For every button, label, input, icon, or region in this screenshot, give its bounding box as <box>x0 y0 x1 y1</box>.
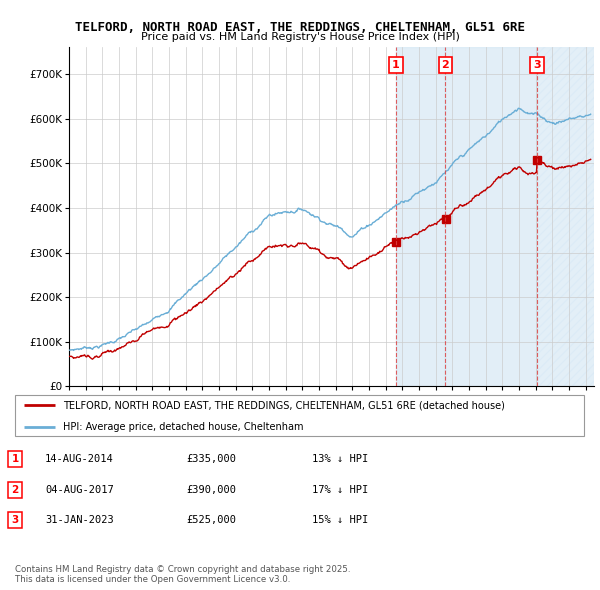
Text: TELFORD, NORTH ROAD EAST, THE REDDINGS, CHELTENHAM, GL51 6RE: TELFORD, NORTH ROAD EAST, THE REDDINGS, … <box>75 21 525 34</box>
Text: 31-JAN-2023: 31-JAN-2023 <box>45 516 114 525</box>
Text: £390,000: £390,000 <box>186 485 236 494</box>
Text: 3: 3 <box>11 516 19 525</box>
Text: 1: 1 <box>11 454 19 464</box>
Bar <box>445 47 537 386</box>
Text: 3: 3 <box>533 60 541 70</box>
Text: Contains HM Land Registry data © Crown copyright and database right 2025.
This d: Contains HM Land Registry data © Crown c… <box>15 565 350 584</box>
Text: 17% ↓ HPI: 17% ↓ HPI <box>312 485 368 494</box>
Text: £525,000: £525,000 <box>186 516 236 525</box>
Text: 04-AUG-2017: 04-AUG-2017 <box>45 485 114 494</box>
FancyBboxPatch shape <box>15 395 584 437</box>
Text: 2: 2 <box>11 485 19 494</box>
Text: 15% ↓ HPI: 15% ↓ HPI <box>312 516 368 525</box>
Text: TELFORD, NORTH ROAD EAST, THE REDDINGS, CHELTENHAM, GL51 6RE (detached house): TELFORD, NORTH ROAD EAST, THE REDDINGS, … <box>62 401 505 411</box>
Text: Price paid vs. HM Land Registry's House Price Index (HPI): Price paid vs. HM Land Registry's House … <box>140 32 460 42</box>
Text: £335,000: £335,000 <box>186 454 236 464</box>
Bar <box>537 47 594 386</box>
Bar <box>396 47 445 386</box>
Text: HPI: Average price, detached house, Cheltenham: HPI: Average price, detached house, Chel… <box>62 422 303 432</box>
Text: 14-AUG-2014: 14-AUG-2014 <box>45 454 114 464</box>
Text: 13% ↓ HPI: 13% ↓ HPI <box>312 454 368 464</box>
Text: 2: 2 <box>442 60 449 70</box>
Bar <box>537 47 594 386</box>
Text: 1: 1 <box>392 60 400 70</box>
